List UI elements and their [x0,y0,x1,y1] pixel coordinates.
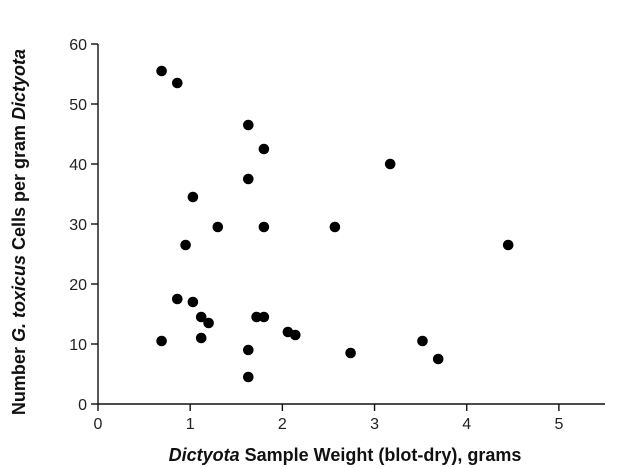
y-axis-title-part: Number [9,342,29,415]
data-point [180,239,191,251]
x-ticks: 0 1 2 3 4 5 [94,404,563,433]
x-tick-label: 3 [370,416,379,433]
data-points [156,65,514,383]
data-point [212,221,224,233]
data-point [172,293,183,305]
data-point [258,143,270,155]
data-point [251,311,262,323]
y-tick-label: 10 [69,337,87,354]
data-point [258,311,270,323]
y-axis-title-part: Cells per gram [9,120,29,255]
y-tick-label: 60 [69,37,87,54]
data-point [243,371,254,383]
data-point [156,65,167,77]
data-point [502,239,514,251]
x-axis-title-rest: Sample Weight (blot-dry), grams [240,445,522,465]
data-point [384,158,396,170]
data-point [187,191,199,203]
data-point [156,335,167,347]
data-point [243,119,254,131]
y-tick-label: 50 [69,97,87,114]
data-point [172,77,183,89]
y-tick-label: 20 [69,277,87,294]
data-point [187,296,199,308]
y-tick-label: 40 [69,157,87,174]
y-ticks: 0 10 20 30 40 50 60 [69,37,98,414]
data-point [203,317,214,329]
data-point [258,221,270,233]
y-tick-label: 0 [78,397,87,414]
data-point [290,329,301,341]
data-point [195,332,207,344]
data-point [243,344,254,356]
y-axis-title: Number G. toxicus Cells per gram Dictyot… [9,49,29,415]
x-tick-label: 2 [278,416,287,433]
x-tick-label: 1 [186,416,195,433]
y-tick-label: 30 [69,217,87,234]
y-axis-title-part: G. toxicus [9,255,29,342]
x-axis-title-italic: Dictyota [169,445,240,465]
x-tick-label: 4 [462,416,471,433]
data-point [345,347,356,359]
data-point [195,311,207,323]
data-point [243,173,254,185]
x-axis-title: Dictyota Sample Weight (blot-dry), grams [169,445,522,465]
x-tick-label: 0 [94,416,103,433]
data-point [432,353,444,365]
x-tick-label: 5 [554,416,563,433]
y-axis-title-part: Dictyota [9,49,29,120]
data-point [329,221,341,233]
data-point [417,335,428,347]
